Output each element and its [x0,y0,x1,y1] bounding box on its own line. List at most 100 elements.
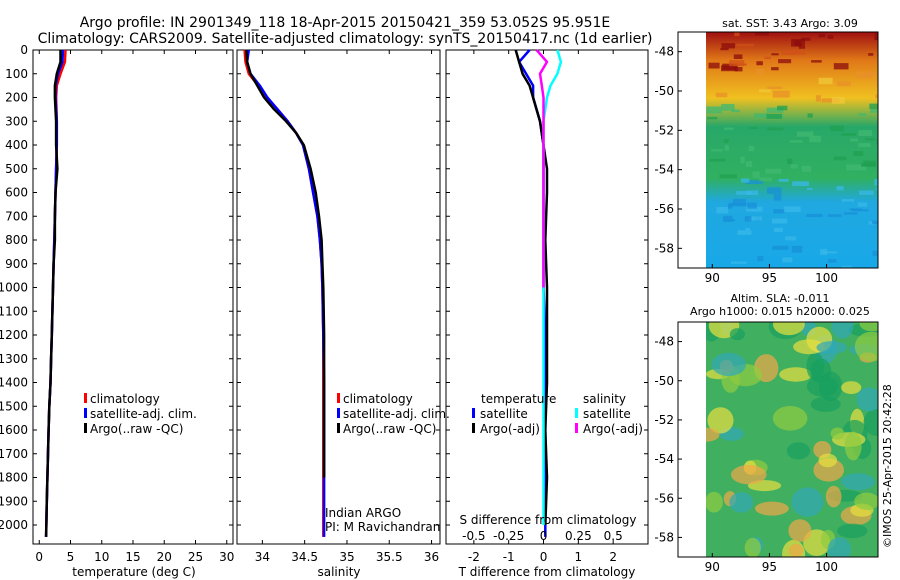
sst-cell [792,181,809,186]
legend-header-temperature: temperature [481,392,556,406]
legend-label-argo: Argo(..raw -QC) [90,422,183,436]
sst-cell [858,130,873,136]
sst-cell [791,245,803,253]
sst-cell [796,131,814,137]
sst-cell [859,190,874,195]
sst-cell [746,161,753,167]
sst-cell [798,44,806,49]
legend-label-s-satellite: satellite [583,407,631,421]
sst-cell [711,149,723,152]
depth-tick-label: 600 [5,186,28,200]
salinity-x-tick-label: 34.5 [291,550,318,564]
salinity-series-0 [243,49,325,537]
difference-x-tick-label: 2 [609,550,617,564]
sst-cell [841,265,852,268]
legend-label-argo: Argo(..raw -QC) [343,422,436,436]
depth-tick-label: 1100 [0,304,28,318]
sla-cell [831,322,854,339]
depth-tick-label: 200 [5,91,28,105]
sst-cell [729,60,745,67]
sst-cell [783,206,801,212]
sst-cell [841,199,855,202]
temperature-x-tick-label: 15 [125,550,140,564]
depth-tick-label: 800 [5,233,28,247]
sst-cell [757,255,764,262]
figure-title-line2: Climatology: CARS2009. Satellite-adjuste… [38,31,653,47]
depth-tick-label: 1200 [0,328,28,342]
sst-cell [836,81,851,87]
sst-map-empty-strip [679,33,706,267]
sla-cell [707,407,734,434]
sla-cell [841,473,875,491]
sla-cell [841,381,862,394]
sst-cell [874,33,878,41]
difference-panel-frame [445,49,649,545]
sla-map-lon-label: 100 [815,560,838,574]
sla-map-empty-strip [679,323,706,556]
salinity-legend: climatology satellite-adj. clim. Argo(..… [337,392,450,436]
sst-cell [740,156,745,164]
sst-cell [833,156,847,161]
sst-cell [833,63,849,70]
sla-map-lon-label: 95 [762,560,777,574]
sst-cell [806,213,823,217]
sst-cell [872,250,878,256]
sst-cell [811,60,822,63]
sla-cell [788,519,812,542]
depth-tick-label: 1400 [0,376,28,390]
sst-cell [747,202,757,209]
sst-cell [876,187,878,191]
sst-cell [818,33,826,38]
salinity-series-1 [245,49,326,537]
sst-map-lat-label: -48 [654,45,674,59]
sst-cell [766,107,784,113]
sst-cell [785,236,797,241]
salinity-xlabel: salinity [317,565,360,579]
depth-tick-label: 1300 [0,352,28,366]
axis-ticks [33,49,648,544]
sst-cell [830,125,845,132]
sst-map-lon-label: 100 [815,271,838,285]
sst-cell [818,77,833,85]
legend-swatch-t-satellite [472,408,475,418]
sst-map-lat-label: -52 [654,123,674,137]
sst-cell [777,105,788,111]
difference-profiles [514,49,563,537]
legend-label-t-satellite: satellite [480,407,528,421]
sst-cell [850,138,858,142]
sst-cell [778,178,789,182]
sst-cell [752,171,760,179]
legend-swatch-argo [337,423,340,433]
sst-cell [731,109,740,113]
depth-tick-label: 1700 [0,447,28,461]
sst-cell [721,104,735,111]
sst-cell [724,144,729,151]
sst-map-lat-label: -50 [654,84,674,98]
sla-cell [856,387,878,412]
sla-cell [755,501,789,516]
sst-cell [767,127,784,131]
sla-cell [863,408,878,436]
sst-cell [781,49,794,56]
s-diff-tick-label: -0.25 [493,529,524,543]
sst-cell [843,212,858,215]
sla-map-lat-label: -52 [654,413,674,427]
temperature-x-tick-label: 10 [94,550,109,564]
sst-cell [772,245,789,250]
sst-cell [827,259,837,263]
sst-cell [869,103,878,110]
difference-x-tick-label: 1 [575,550,583,564]
sst-map-axes: 90 95 100 -48 -50 -52 -54 -56 -58 [654,45,838,285]
sst-cell [716,207,729,214]
s-diff-tick-label: 0 [540,529,548,543]
legend-swatch-climatology [84,393,87,403]
temperature-x-tick-label: 5 [67,550,75,564]
sst-cell [756,68,765,74]
sla-heatmap [706,322,878,557]
sst-cell [876,139,878,144]
depth-tick-label: 1000 [0,281,28,295]
depth-tick-label: 1800 [0,471,28,485]
legend-label-climatology: climatology [343,392,413,406]
sst-cell [774,227,783,232]
sst-cell [734,32,740,37]
